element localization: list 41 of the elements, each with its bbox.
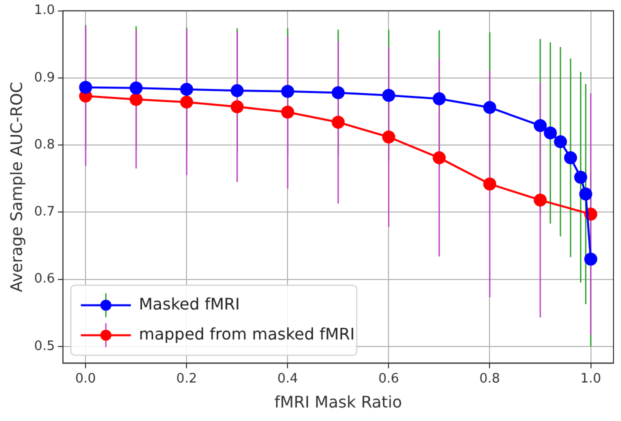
point <box>332 116 345 129</box>
x-tick-label: 0.0 <box>75 371 96 386</box>
point <box>483 177 496 190</box>
point <box>79 80 92 94</box>
x-tick-label: 0.4 <box>277 371 298 386</box>
point <box>332 86 345 100</box>
point <box>574 170 588 184</box>
point <box>230 84 244 98</box>
point <box>483 100 496 114</box>
x-tick-label: 0.2 <box>176 371 197 386</box>
x-tick-label: 0.8 <box>479 371 500 386</box>
x-tick-label: 1.0 <box>580 371 602 386</box>
point <box>281 106 294 119</box>
y-tick-label: 0.9 <box>34 70 55 86</box>
y-tick-label: 0.6 <box>34 272 55 287</box>
legend-label: mapped from masked fMRI <box>138 324 355 344</box>
point <box>544 126 557 140</box>
point <box>230 100 244 114</box>
point <box>180 82 194 96</box>
point <box>564 151 578 164</box>
point <box>130 81 143 94</box>
y-tick-label: 0.7 <box>34 204 55 220</box>
point <box>130 92 143 106</box>
point <box>534 119 547 132</box>
point <box>584 252 598 266</box>
legend-label: Masked fMRI <box>138 294 240 314</box>
point <box>432 151 446 164</box>
point <box>554 135 567 148</box>
point <box>281 84 294 98</box>
point <box>534 194 547 207</box>
y-axis-title: Average Sample AUC-ROC <box>6 82 26 292</box>
y-tick-label: 0.8 <box>34 137 55 152</box>
point <box>382 88 396 102</box>
y-tick-label: 1.0 <box>34 3 55 18</box>
x-axis-title: fMRI Mask Ratio <box>274 392 402 412</box>
point <box>382 130 396 144</box>
x-tick-label: 0.6 <box>378 371 400 386</box>
point <box>180 96 194 109</box>
point <box>432 92 446 106</box>
point <box>579 188 592 201</box>
y-tick-label: 0.5 <box>34 338 55 354</box>
